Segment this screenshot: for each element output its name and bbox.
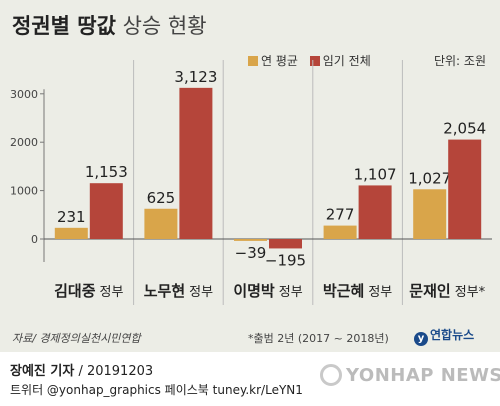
- social-links: 트위터 @yonhap_graphics 페이스북 tuney.kr/LeYN1: [10, 383, 303, 397]
- legend: 연 평균 임기 전체: [248, 52, 379, 69]
- data-label: 1,107: [354, 165, 397, 183]
- category-suffix: 정부*: [455, 285, 486, 300]
- data-label: 231: [57, 208, 86, 226]
- category-label: 김대중 정부: [54, 282, 123, 300]
- bar-total: [179, 87, 213, 239]
- watermark: YONHAP NEWS: [320, 364, 500, 386]
- category-label: 박근혜 정부: [323, 282, 392, 300]
- legend-item-total: 임기 전체: [309, 52, 371, 69]
- category-suffix: 정부: [368, 285, 392, 300]
- data-label: −195: [265, 251, 306, 269]
- bar-total: [358, 185, 392, 239]
- title-bold: 정권별 땅값: [12, 14, 116, 38]
- bar-chart: 0 1000 2000 3000 231 1,153 김대중 정부 625 3,123 노무현 정부 −…: [10, 60, 492, 305]
- legend-label-total: 임기 전체: [322, 54, 371, 68]
- legend-swatch-avg: [248, 56, 258, 66]
- category-suffix: 정부: [189, 285, 213, 300]
- data-label: 1,153: [85, 163, 128, 181]
- logo-text: 연합뉴스: [430, 328, 475, 342]
- data-label: 277: [326, 206, 355, 224]
- category-name: 문재인: [409, 282, 450, 300]
- legend-item-avg: 연 평균: [248, 52, 298, 69]
- category-label: 노무현 정부: [144, 282, 213, 300]
- category-label: 이명박 정부: [233, 282, 302, 300]
- category-suffix: 정부: [100, 285, 124, 300]
- bar-avg: [413, 189, 447, 239]
- unit-label: 단위: 조원: [433, 54, 486, 68]
- category-name: 김대중: [54, 282, 96, 300]
- byline-name: 장예진 기자: [10, 364, 75, 379]
- watermark-ring-icon: [320, 364, 342, 386]
- chart-panel: 정권별 땅값 상승 현황 연 평균 임기 전체 단위: 조원 0 1000 2000…: [0, 0, 500, 352]
- watermark-text: YONHAP NEWS: [346, 365, 500, 386]
- bar-avg: [144, 208, 178, 239]
- y-tick-label: 2000: [10, 136, 38, 149]
- category-label: 문재인 정부*: [409, 282, 485, 300]
- data-label: 3,123: [174, 68, 217, 86]
- bar-total: [89, 183, 123, 239]
- bar-avg: [323, 225, 357, 239]
- data-label: −39: [235, 244, 267, 262]
- bar-avg: [54, 227, 88, 239]
- yonhap-logo: y 연합뉴스: [414, 326, 474, 346]
- y-tick-label: 1000: [10, 185, 38, 198]
- title-light: 상승 현황: [122, 14, 207, 38]
- chart-title: 정권별 땅값 상승 현황: [12, 10, 207, 40]
- legend-label-avg: 연 평균: [261, 54, 298, 68]
- category-suffix: 정부: [279, 285, 303, 300]
- bar-avg: [234, 239, 267, 241]
- category-name: 이명박: [233, 282, 275, 300]
- y-tick-label: 3000: [10, 88, 38, 101]
- byline: 장예진 기자 / 20191203: [10, 360, 153, 379]
- bar-total: [448, 139, 482, 239]
- y-tick-label: 0: [31, 233, 38, 246]
- footnote: *출범 2년 (2017 ~ 2018년): [248, 332, 389, 345]
- category-name: 박근혜: [323, 282, 364, 300]
- data-label: 625: [147, 189, 176, 207]
- byline-date: / 20191203: [74, 364, 154, 379]
- bar-total: [269, 239, 302, 249]
- data-label: 2,054: [443, 120, 486, 138]
- source-note: 자료/ 경제정의실천시민연합: [12, 332, 141, 345]
- data-label: 1,027: [408, 169, 451, 187]
- category-name: 노무현: [144, 282, 185, 300]
- legend-swatch-total: [309, 56, 320, 66]
- logo-mark-icon: y: [414, 332, 428, 346]
